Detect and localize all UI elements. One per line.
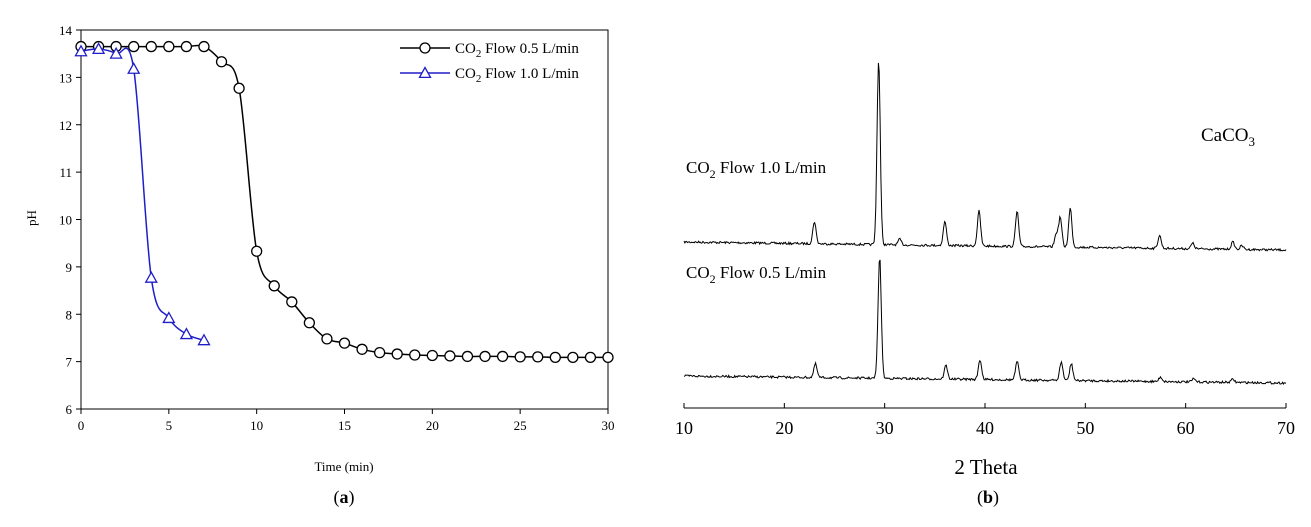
xrd-x-axis-label: 2 Theta <box>954 455 1018 479</box>
data-point-triangle <box>162 311 176 324</box>
data-point-circle <box>532 351 544 363</box>
data-point-circle <box>567 351 579 364</box>
xrd-series: CO2 Flow 1.0 L/min CO2 Flow 0.5 L/min <box>683 62 1287 385</box>
data-point-circle <box>444 350 456 362</box>
xrd-pattern-2 <box>683 259 1287 385</box>
xrd-x-tick-label: 20 <box>775 418 793 438</box>
legend-label: CO2 Flow 1.0 L/min <box>455 66 579 85</box>
ph-series <box>74 40 614 364</box>
data-point-circle <box>602 351 614 364</box>
ph-x-tick-label: 20 <box>426 418 439 433</box>
ph-y-tick-label: 14 <box>59 23 73 38</box>
data-point-circle <box>391 348 403 360</box>
ph-x-tick-label: 5 <box>166 418 173 433</box>
data-point-circle <box>163 40 175 53</box>
ph-x-tick-label: 0 <box>78 418 85 433</box>
xrd-series-label: CO2 Flow 1.0 L/min <box>686 158 827 181</box>
ph-axes: 0 5 10 15 20 25 30 6 7 8 9 10 11 12 13 14 <box>59 23 615 433</box>
ph-x-tick-label: 25 <box>514 418 527 433</box>
ph-x-tick-label: 10 <box>250 418 263 433</box>
data-point-circle <box>251 245 263 257</box>
panel-label-b: (b) <box>977 487 999 508</box>
ph-y-tick-label: 11 <box>59 165 72 180</box>
data-point-circle <box>356 343 368 355</box>
ph-y-axis-label: pH <box>24 210 39 226</box>
data-point-triangle <box>179 327 194 340</box>
ph-y-tick-label: 8 <box>66 307 73 322</box>
xrd-x-tick-label: 60 <box>1177 418 1195 438</box>
data-point-circle <box>286 296 298 308</box>
xrd-x-tick-label: 40 <box>976 418 994 438</box>
data-point-circle <box>233 82 245 94</box>
data-point-circle <box>479 350 491 363</box>
data-point-circle <box>321 333 333 345</box>
xrd-x-tick-label: 30 <box>876 418 894 438</box>
data-point-circle <box>373 346 386 359</box>
data-point-triangle <box>74 44 88 57</box>
data-point-circle <box>180 40 193 53</box>
ph-legend: CO2 Flow 0.5 L/min CO2 Flow 1.0 L/min <box>400 41 579 85</box>
data-point-circle <box>409 349 421 361</box>
legend-label: CO2 Flow 0.5 L/min <box>455 41 579 60</box>
data-point-circle <box>303 317 316 329</box>
data-point-triangle <box>418 66 432 79</box>
ph-chart: 0 5 10 15 20 25 30 6 7 8 9 10 11 12 13 14 CO2 Flow 0.5 … <box>24 23 615 508</box>
data-point-circle <box>419 42 431 54</box>
data-point-circle <box>496 350 509 363</box>
xrd-axes: 10 20 30 40 50 60 70 <box>675 403 1295 438</box>
data-point-triangle <box>109 46 123 59</box>
data-point-circle <box>128 40 140 53</box>
ph-y-tick-label: 13 <box>59 70 72 85</box>
ph-y-tick-label: 6 <box>66 402 73 417</box>
data-point-circle <box>549 351 561 364</box>
xrd-series-label: CO2 Flow 0.5 L/min <box>686 263 827 286</box>
ph-y-tick-label: 10 <box>59 213 72 228</box>
data-point-circle <box>584 351 597 364</box>
ph-plot-frame <box>80 29 609 410</box>
ph-y-tick-label: 7 <box>66 355 73 370</box>
ph-y-tick-label: 12 <box>59 118 72 133</box>
ph-x-tick-label: 15 <box>338 418 351 433</box>
data-point-circle <box>145 40 157 53</box>
ph-y-tick-label: 9 <box>66 260 73 275</box>
data-point-triangle <box>197 333 211 346</box>
xrd-x-tick-label: 10 <box>675 418 693 438</box>
data-point-circle <box>426 349 438 362</box>
data-point-circle <box>268 280 280 292</box>
xrd-pattern-1 <box>683 62 1287 252</box>
data-point-circle <box>198 40 210 53</box>
xrd-x-tick-label: 70 <box>1277 418 1295 438</box>
xrd-annotation: CaCO3 <box>1201 125 1255 149</box>
data-point-circle <box>514 351 526 363</box>
data-point-circle <box>215 56 228 68</box>
data-point-circle <box>461 350 474 363</box>
series-line-2 <box>80 47 205 342</box>
data-point-triangle <box>91 42 106 54</box>
xrd-x-tick-label: 50 <box>1076 418 1094 438</box>
data-point-triangle <box>144 270 158 283</box>
data-point-circle <box>338 337 351 349</box>
ph-x-axis-label: Time (min) <box>314 459 373 474</box>
data-point-triangle <box>127 62 141 74</box>
panel-label-a: (a) <box>334 487 355 508</box>
ph-x-tick-label: 30 <box>602 418 615 433</box>
